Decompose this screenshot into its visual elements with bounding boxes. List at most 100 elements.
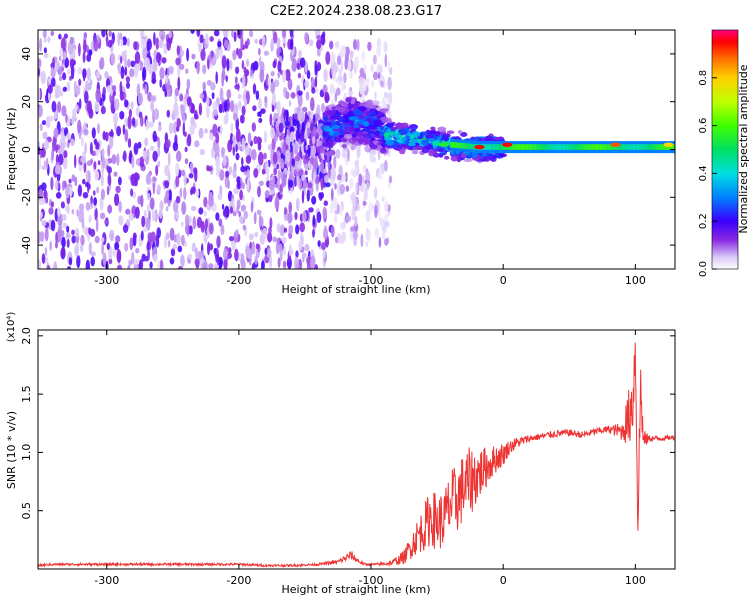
heat-cell [117,62,122,75]
heat-band-inner [590,144,592,150]
heat-cell [38,58,42,68]
heat-cell [145,118,150,131]
heat-cell [337,106,346,113]
heat-band-inner [508,144,511,150]
heat-cell [140,194,144,208]
heat-band-inner [528,144,530,150]
heat-cell [66,133,71,141]
heat-cell [235,128,241,143]
heat-cell [96,70,100,79]
heat-cell [333,155,337,169]
heat-cell [81,215,85,229]
heat-cell [190,30,195,34]
heat-cell [152,182,156,195]
heat-cell [235,152,240,161]
heat-cell [263,50,270,56]
y-tick-label: 40 [20,47,33,61]
snr-background [38,330,675,569]
heat-cell [234,84,240,90]
heat-cell [308,39,314,47]
heat-cell [142,227,148,232]
heat-cell [340,221,346,230]
x-tick-label: -200 [226,274,251,287]
heat-cell [109,229,115,241]
heat-cell [271,91,276,106]
heat-band-inner [523,144,525,150]
heat-cell [374,227,380,238]
heat-cell [299,178,302,191]
heat-cell [329,115,335,120]
heat-band-inner [472,143,475,150]
heat-cell [341,78,344,92]
heat-cell [140,38,146,49]
heat-band-inner [623,144,626,150]
heat-cell [218,103,223,114]
heat-cell [117,264,122,269]
heat-cell [175,195,181,204]
heat-band-inner [492,144,495,150]
heat-cell [319,171,323,180]
heat-band-inner [520,144,522,150]
heat-band-inner [575,144,578,150]
heat-cell [229,132,234,145]
heat-cell [318,192,323,201]
heat-cell [55,232,58,244]
heat-band-inner [607,144,610,150]
heat-cell [383,91,388,99]
heat-cell [311,87,316,94]
heat-cell [276,100,281,115]
heat-cell [276,164,279,170]
heat-cell [341,144,347,148]
heat-band-inner [668,144,670,150]
heat-cell [142,150,147,160]
heat-cell [82,192,89,199]
heat-cell [302,106,308,112]
heat-cell [219,169,225,181]
heat-band-inner [652,144,655,150]
heat-cell [193,122,197,129]
heat-cell [165,206,169,212]
heat-cell [147,192,151,201]
heat-cell [353,124,360,129]
heat-cell [312,135,316,145]
heat-cell [372,54,377,65]
heat-cell [93,190,96,196]
heat-band-inner [594,144,596,150]
heat-cell [85,181,89,188]
heat-cell [63,33,68,39]
heat-cell [408,124,418,130]
heat-cell [38,88,41,100]
heat-cell [87,100,92,114]
heat-cell [231,198,235,208]
chart-title: C2E2.2024.238.08.23.G17 [270,4,442,19]
heat-cell [50,66,56,79]
heat-cell [71,235,76,244]
heat-hot-spot [438,142,449,147]
heat-cell [52,137,57,152]
heat-feature-signal [320,96,389,156]
heat-cell [312,158,319,170]
heat-cell [217,256,220,266]
heat-cell [316,146,321,153]
heat-cell [267,76,271,88]
heat-band-inner [603,144,606,150]
heat-cell [128,259,133,266]
heat-cell [242,194,245,202]
heat-cell [225,170,230,178]
heat-cell [135,247,140,254]
heat-cell [241,204,247,211]
heat-cell [38,259,41,269]
heat-band-inner [488,144,491,150]
heat-band-inner [562,144,565,150]
heat-cell [298,169,304,176]
heat-band-inner [499,144,501,150]
heat-cell [251,149,257,161]
heat-cell [234,76,238,85]
heat-cell [264,96,268,103]
heat-band-inner [663,144,665,150]
heat-band-inner [598,144,600,150]
heat-cell [224,39,229,49]
heat-band-inner [630,144,632,150]
heat-cell [216,235,221,249]
heat-cell [490,157,497,162]
